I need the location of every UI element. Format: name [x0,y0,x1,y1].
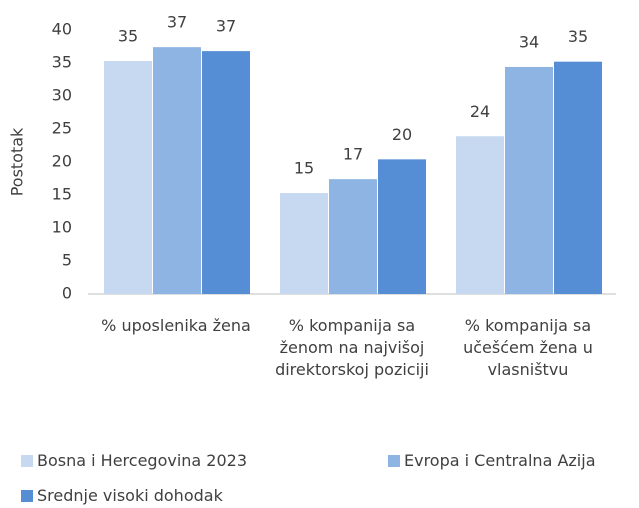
legend-item: Evropa i Centralna Azija [388,451,596,470]
y-tick-label: 25 [52,119,72,138]
bar [202,51,250,295]
legend-label: Srednje visoki dohodak [37,486,223,505]
data-label: 17 [343,145,363,164]
y-tick-label: 15 [52,185,72,204]
data-label: 37 [167,13,187,32]
x-tick-label: % kompanija sa učešćem žena u vlasništvu [463,316,593,379]
bar [554,61,602,295]
x-tick-label: % kompanija sa ženom na najvišoj direkto… [275,316,429,379]
y-tick-label: 20 [52,152,72,171]
data-label: 24 [470,102,490,121]
y-tick-label: 10 [52,218,72,237]
y-tick-label: 35 [52,53,72,72]
legend-item: Srednje visoki dohodak [21,486,223,505]
bar [280,193,328,294]
bar [505,66,553,295]
y-tick-label: 40 [52,20,72,39]
y-tick-label: 30 [52,86,72,105]
bar [153,47,201,294]
y-tick-label: 0 [62,284,72,303]
data-label: 35 [118,27,138,46]
bar [378,159,426,294]
bar [456,136,504,294]
data-label: 15 [294,159,314,178]
bar [104,61,152,294]
y-axis-label: Postotak [8,127,27,196]
x-tick-label: % uposlenika žena [101,316,251,335]
legend-swatch [388,454,400,467]
legend-label: Bosna i Hercegovina 2023 [37,451,248,470]
y-tick-label: 5 [62,251,72,270]
legend-item: Bosna i Hercegovina 2023 [21,451,247,470]
data-label: 20 [392,125,412,144]
legend-label: Evropa i Centralna Azija [404,451,596,470]
legend-swatch [21,489,33,502]
data-label: 35 [568,27,588,46]
legend-swatch [21,454,33,467]
data-label: 37 [216,17,236,36]
data-label: 34 [519,32,539,51]
bar [329,179,377,294]
